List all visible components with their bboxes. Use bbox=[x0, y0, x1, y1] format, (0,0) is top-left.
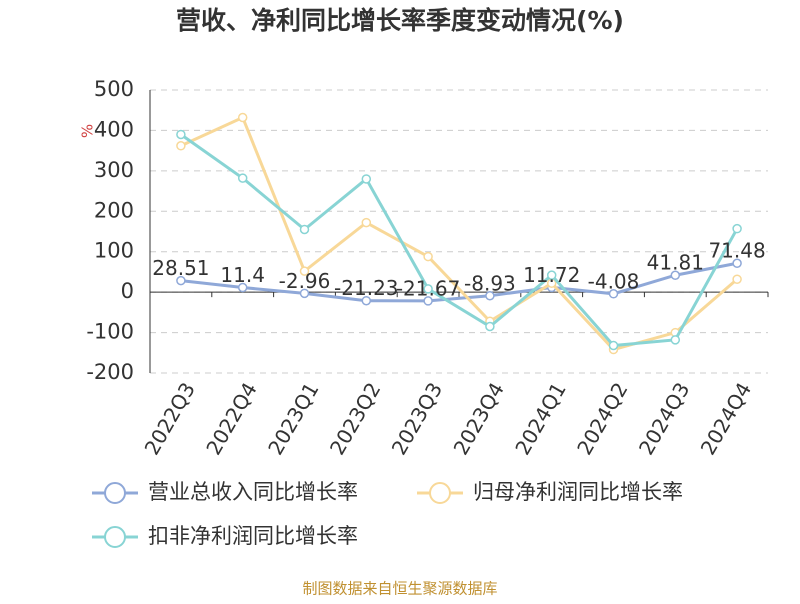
data-point bbox=[608, 340, 619, 351]
data-label: 71.48 bbox=[708, 239, 765, 263]
x-tick-label: 2023Q3 bbox=[387, 378, 447, 459]
data-point bbox=[423, 251, 433, 262]
x-tick-label: 2024Q1 bbox=[510, 378, 570, 459]
series-line bbox=[180, 115, 739, 352]
y-tick-label: 200 bbox=[94, 198, 134, 222]
data-point bbox=[237, 173, 248, 183]
data-point bbox=[732, 223, 742, 234]
y-tick-label: -100 bbox=[86, 320, 134, 344]
legend-label: 扣非净利润同比增长率 bbox=[148, 524, 358, 548]
data-label: 11.4 bbox=[220, 263, 265, 287]
data-point bbox=[546, 270, 557, 280]
data-point bbox=[670, 335, 681, 345]
y-axis-label: % bbox=[79, 124, 97, 138]
chart-title: 营收、净利同比增长率季度变动情况(%) bbox=[176, 6, 624, 35]
data-label: -8.93 bbox=[464, 271, 516, 295]
x-tick-label: 2024Q2 bbox=[572, 378, 632, 459]
data-point bbox=[299, 288, 310, 299]
series-line bbox=[180, 133, 739, 348]
legend-marker bbox=[104, 482, 126, 504]
data-label: -21.67 bbox=[396, 276, 460, 300]
x-tick-label: 2024Q3 bbox=[634, 378, 694, 459]
data-point bbox=[485, 291, 495, 301]
x-tick-label: 2023Q2 bbox=[325, 378, 385, 459]
y-tick-label: 400 bbox=[94, 117, 134, 141]
data-point bbox=[361, 174, 372, 184]
data-point bbox=[423, 284, 433, 294]
x-tick-label: 2022Q4 bbox=[201, 378, 261, 459]
data-label: -21.23 bbox=[334, 276, 398, 300]
data-point bbox=[423, 296, 433, 306]
data-label: -4.08 bbox=[588, 269, 640, 293]
x-tick-label: 2024Q4 bbox=[696, 378, 756, 459]
data-label: 11.72 bbox=[523, 263, 580, 287]
y-tick-label: 300 bbox=[94, 158, 134, 182]
legend-label: 营业总收入同比增长率 bbox=[148, 480, 358, 504]
series-line bbox=[180, 261, 738, 303]
source-note: 制图数据来自恒生聚源数据库 bbox=[302, 580, 497, 598]
data-point bbox=[732, 274, 742, 284]
data-point bbox=[176, 275, 186, 286]
y-tick-label: 100 bbox=[94, 239, 134, 263]
y-tick-label: -200 bbox=[86, 360, 134, 384]
y-tick-label: 0 bbox=[121, 279, 134, 303]
data-point bbox=[608, 289, 619, 299]
x-tick-label: 2023Q4 bbox=[449, 378, 509, 459]
data-point bbox=[361, 295, 372, 306]
data-point bbox=[299, 224, 310, 235]
x-tick-label: 2022Q3 bbox=[140, 378, 200, 459]
data-label: 41.81 bbox=[647, 251, 704, 275]
data-label: 28.51 bbox=[152, 256, 209, 280]
legend-marker bbox=[429, 482, 451, 504]
data-point bbox=[732, 258, 742, 268]
data-point bbox=[299, 266, 310, 276]
data-point bbox=[176, 141, 186, 151]
legend-marker bbox=[104, 526, 126, 548]
legend-label: 归母净利润同比增长率 bbox=[473, 480, 683, 504]
data-point bbox=[670, 270, 681, 280]
data-label: -2.96 bbox=[279, 269, 331, 293]
data-point bbox=[361, 217, 372, 228]
data-point bbox=[237, 112, 248, 123]
data-point bbox=[176, 129, 186, 140]
data-point bbox=[485, 321, 495, 332]
x-tick-label: 2023Q1 bbox=[263, 378, 323, 459]
y-tick-label: 500 bbox=[94, 77, 134, 101]
data-point bbox=[237, 282, 248, 293]
